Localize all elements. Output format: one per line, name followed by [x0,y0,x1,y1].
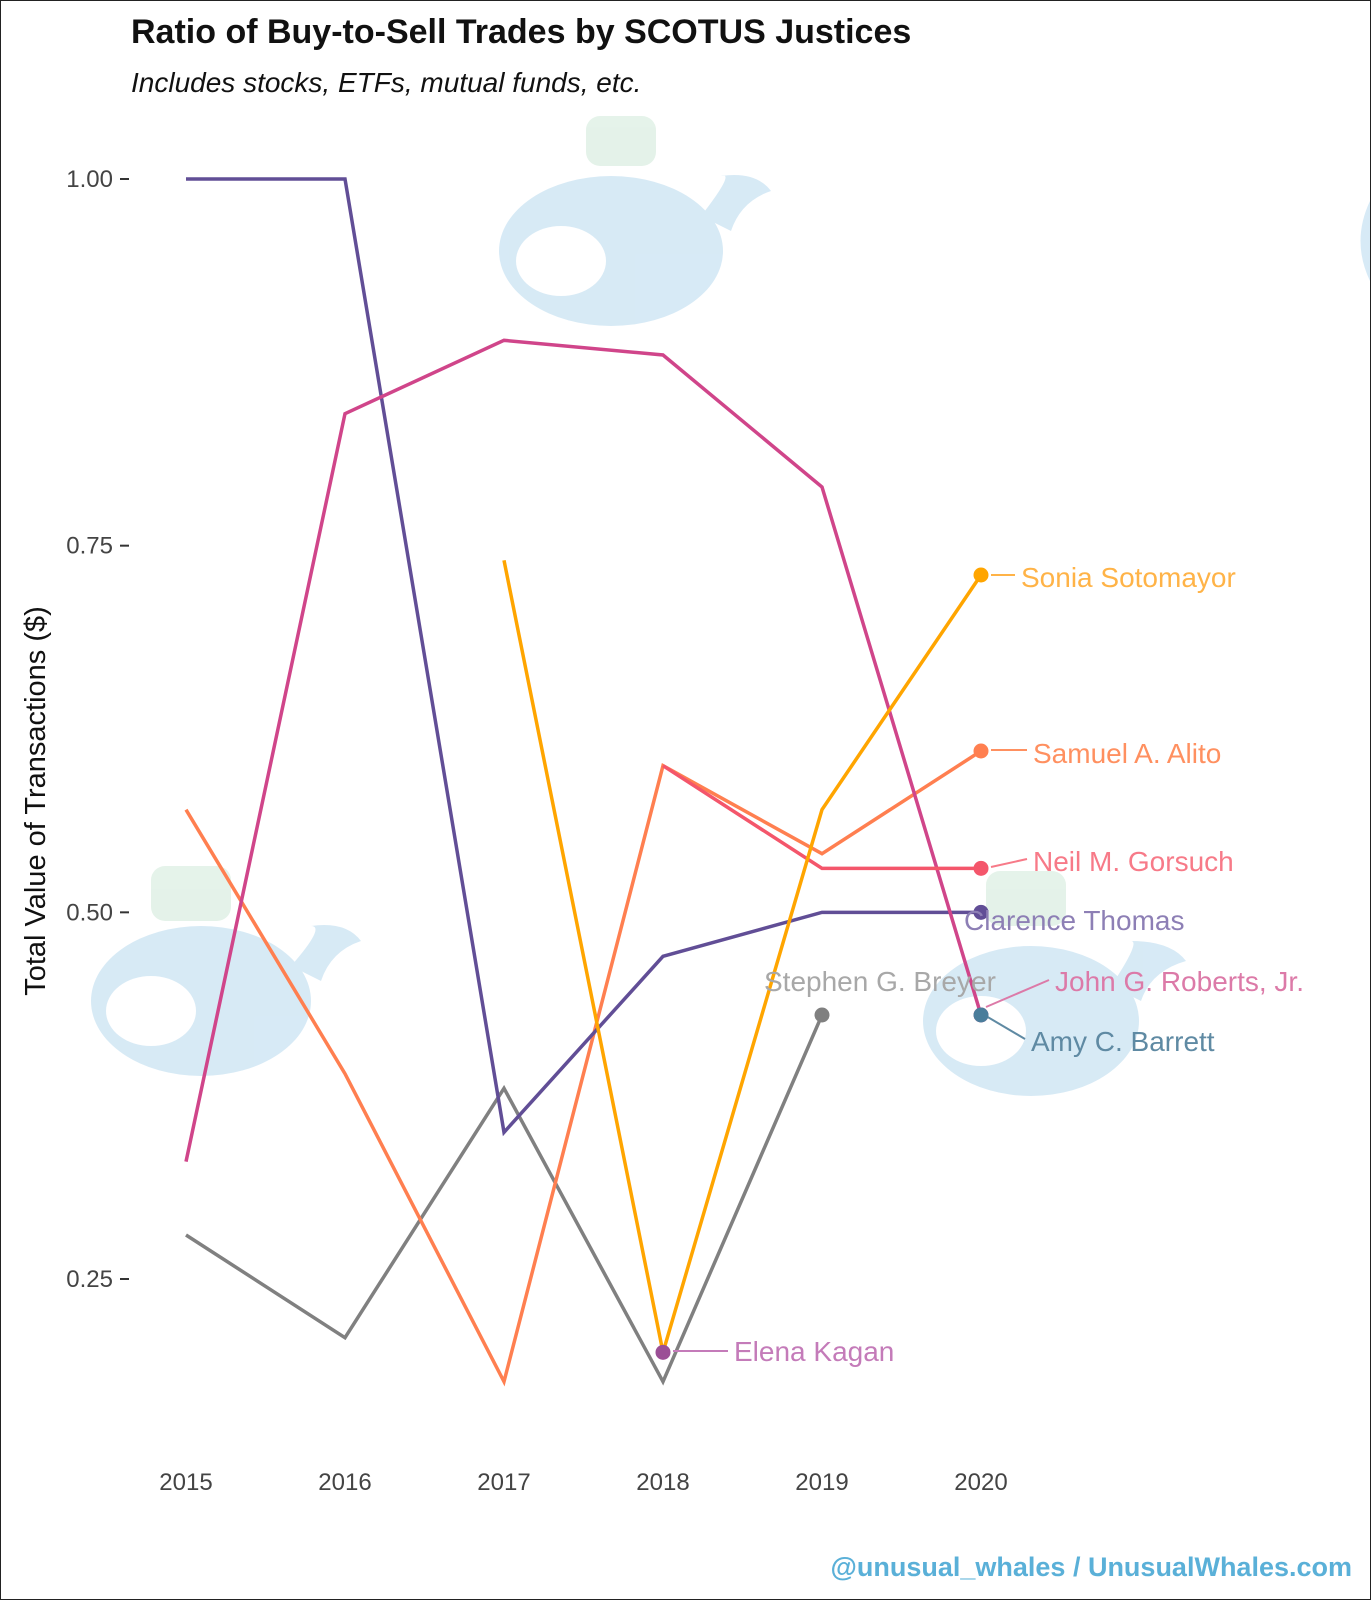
x-tick-label: 2018 [636,1469,689,1496]
series-label: Samuel A. Alito [1033,738,1221,769]
x-tick-label: 2015 [159,1469,212,1496]
y-tick-label: 0.25 [66,1266,113,1293]
whale-icon [1360,201,1370,281]
x-tick-label: 2020 [954,1469,1007,1496]
whale-icon [499,116,771,326]
series-label: Elena Kagan [734,1336,894,1367]
series-end-point [973,860,989,876]
series-label: Amy C. Barrett [1031,1026,1215,1057]
series-end-point [814,1007,830,1023]
series-end-point [973,1007,989,1023]
series-label: Clarence Thomas [964,905,1184,936]
whale-icon [91,866,361,1076]
x-axis: 2015 2016 2017 2018 2019 2020 [159,1469,1007,1496]
series-line [662,764,981,871]
series-end-point [973,904,989,920]
series-line [185,1014,824,1386]
series-labels: Sonia Sotomayor Samuel A. Alito Neil M. Go… [655,562,1304,1367]
series-label: Sonia Sotomayor [1021,562,1236,593]
y-tick-label: 1.00 [66,166,113,193]
series-line [186,177,981,1137]
y-axis-title: Total Value of Transactions ($) [20,606,52,996]
series-line [184,749,982,1387]
watermark-credit: @unusual_whales / UnusualWhales.com [830,1552,1352,1582]
x-tick-label: 2016 [318,1469,371,1496]
label-leader-line [990,858,1028,868]
x-tick-label: 2019 [795,1469,848,1496]
label-leader-line [985,979,1050,1008]
x-tick-label: 2017 [477,1469,530,1496]
series-label: John G. Roberts, Jr. [1055,966,1304,997]
y-axis: 0.25 0.50 0.75 1.00 [66,166,129,1293]
y-tick-label: 0.50 [66,899,113,926]
chart-title: Ratio of Buy-to-Sell Trades by SCOTUS Ju… [131,13,912,51]
series-line [502,559,983,1353]
y-tick-label: 0.75 [66,533,113,560]
series-lines [184,177,983,1387]
whale-icon [923,871,1186,1096]
series-end-point [973,567,989,583]
label-leader-line [985,1015,1026,1040]
chart-subtitle: Includes stocks, ETFs, mutual funds, etc… [131,67,642,98]
series-line [184,338,983,1163]
series-label: Neil M. Gorsuch [1033,846,1234,877]
series-end-point [655,1344,671,1360]
series-end-point [973,743,989,759]
series-label: Stephen G. Breyer [764,966,996,997]
